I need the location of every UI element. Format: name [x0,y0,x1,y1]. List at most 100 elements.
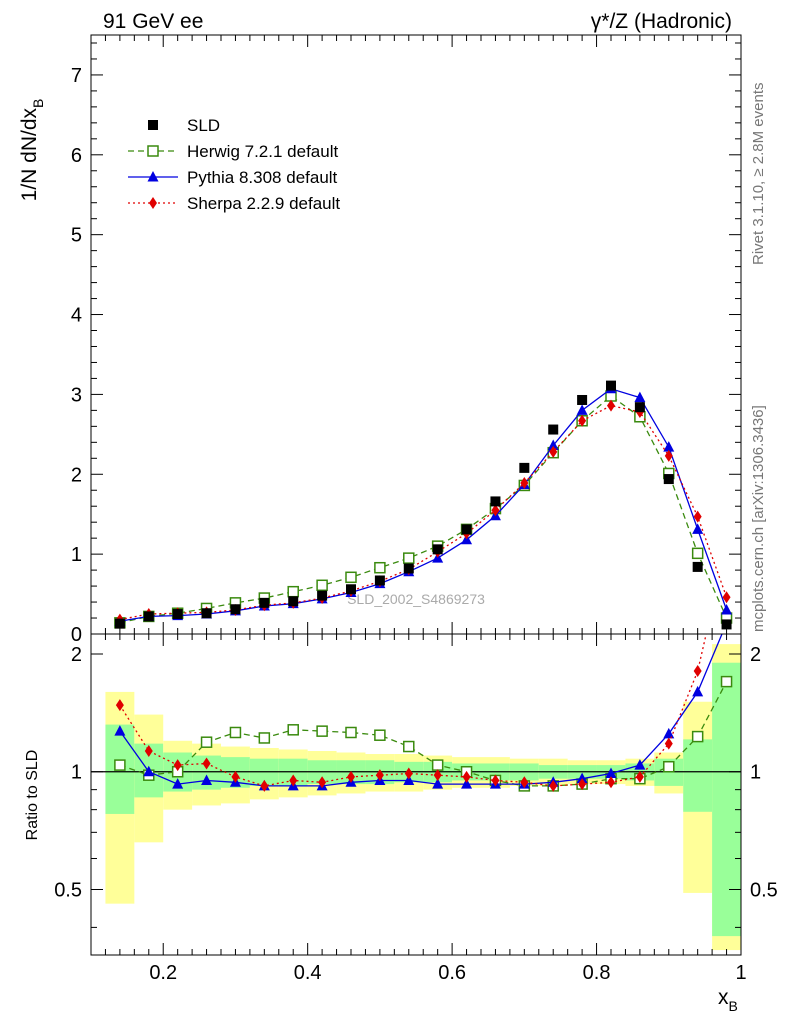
main-plot-area [91,35,741,634]
ratio-point-herwig [720,675,733,688]
y-tick-label: 0 [71,624,82,646]
ratio-point-sherpa [289,774,298,787]
ratio-point-pythia [143,765,155,777]
point-herwig [316,579,328,592]
point-pythia [634,391,646,403]
point-sherpa [607,399,615,412]
legend-entry-sherpa: Sherpa 2.2.9 default [128,194,340,213]
point-sherpa [520,477,529,490]
mcplots-reference-label: mcplots.cern.ch [arXiv:1306.3436] [750,405,767,632]
ratio-point-pythia [663,727,675,739]
ratio-point-sherpa [549,779,558,792]
ratio-point-sherpa [578,778,587,791]
legend-marker-herwig [147,145,159,157]
y-tick-label: 2 [71,464,82,486]
y-tick-label: 6 [71,145,82,167]
ratio-point-pythia [201,774,213,785]
ratio-point-herwig [200,736,213,748]
ratio-point-pythia [403,774,415,785]
y-tick-label: 1 [71,544,82,566]
point-herwig [287,585,299,598]
y-tick-label: 4 [71,305,82,327]
legend: SLD Herwig 7.2.1 default Pythia 8.308 defa… [128,116,340,213]
ratio-point-pythia [461,778,473,789]
point-sld [288,596,299,607]
ratio-point-herwig [258,732,271,744]
ratio-point-sherpa [433,769,442,782]
ratio-point-herwig [663,760,675,773]
point-sld [548,424,559,435]
ratio-line-sherpa [119,634,707,787]
point-herwig [374,561,386,574]
point-sherpa [664,449,673,462]
ratio-point-sherpa [664,737,673,750]
ratio-point-herwig [287,724,299,736]
legend-entry-herwig: Herwig 7.2.1 default [128,142,338,161]
main-y-axis-subscript: B [30,99,46,108]
ratio-point-herwig [345,726,357,739]
point-pythia [663,441,675,452]
series-line-pythia [119,388,728,622]
ratio-point-herwig [403,740,415,753]
ratio-point-sherpa [462,770,471,783]
ratio-frame [90,633,742,956]
series-line-herwig [119,395,728,624]
point-sld [230,604,241,615]
ratio-series-sherpa [115,634,707,792]
point-sherpa [491,504,500,517]
point-sld [577,394,588,405]
x-axis-title: xB [718,986,738,1014]
ratio-line-herwig [119,681,728,787]
point-sld [461,524,472,535]
point-herwig [345,571,357,584]
ratio-point-sherpa [173,759,182,772]
point-sld [259,597,270,608]
svg-text:1/N dN/dxB: 1/N dN/dxB [18,99,46,202]
header-left-label: 91 GeV ee [103,10,203,33]
ratio-point-herwig [374,729,386,741]
uncertainty-band-inner [712,662,741,937]
point-pythia [721,604,733,615]
ratio-point-sherpa [404,767,413,780]
point-sherpa [578,414,587,427]
point-herwig [403,552,415,564]
legend-entry-sld: SLD [148,116,220,135]
point-sherpa [693,510,702,523]
x-axis-label: x [718,986,729,1009]
point-sld [317,590,328,601]
rivet-version-label: Rivet 3.1.10, ≥ 2.8M events [750,83,767,266]
ratio-y-tick-label-right: 2 [750,644,761,666]
ratio-panel: 0.5 0.5 1 1 2 2 0.2 0.4 0.6 0.8 1 [54,633,778,984]
point-sld [634,402,645,413]
ratio-series-group [114,634,733,792]
x-tick-label: 0.4 [294,962,322,984]
point-sld [201,608,212,619]
ratio-point-sherpa [144,744,153,757]
point-sld [403,563,414,574]
ratio-y-axis-title: Ratio to SLD [24,750,41,841]
ratio-point-sherpa [607,776,615,789]
x-tick-label: 0.2 [149,962,177,984]
ratio-point-pythia [114,725,126,736]
y-tick-label: 7 [71,65,82,87]
ratio-point-pythia [605,767,617,778]
ratio-point-sherpa [260,779,269,792]
legend-marker-sherpa [149,197,157,209]
uncertainty-band-inner [683,739,713,812]
point-sld [374,575,385,586]
ratio-y-tick-label: 1 [71,762,82,784]
ratio-axes: 0.5 0.5 1 1 2 2 0.2 0.4 0.6 0.8 1 [54,633,778,984]
x-tick-label: 0.8 [583,962,611,984]
ratio-point-herwig [316,725,328,737]
ratio-point-sherpa [635,770,644,783]
x-tick-label: 0.6 [438,962,466,984]
ratio-point-herwig [229,726,242,739]
x-axis-subscript: B [729,998,738,1014]
ratio-uncertainty-bands [91,634,741,955]
main-y-axis-title: 1/N dN/dxB [18,99,46,202]
y-tick-label: 3 [71,384,82,406]
point-sld [114,618,125,629]
point-sherpa [722,591,731,604]
analysis-watermark: SLD_2002_S4869273 [347,591,485,607]
